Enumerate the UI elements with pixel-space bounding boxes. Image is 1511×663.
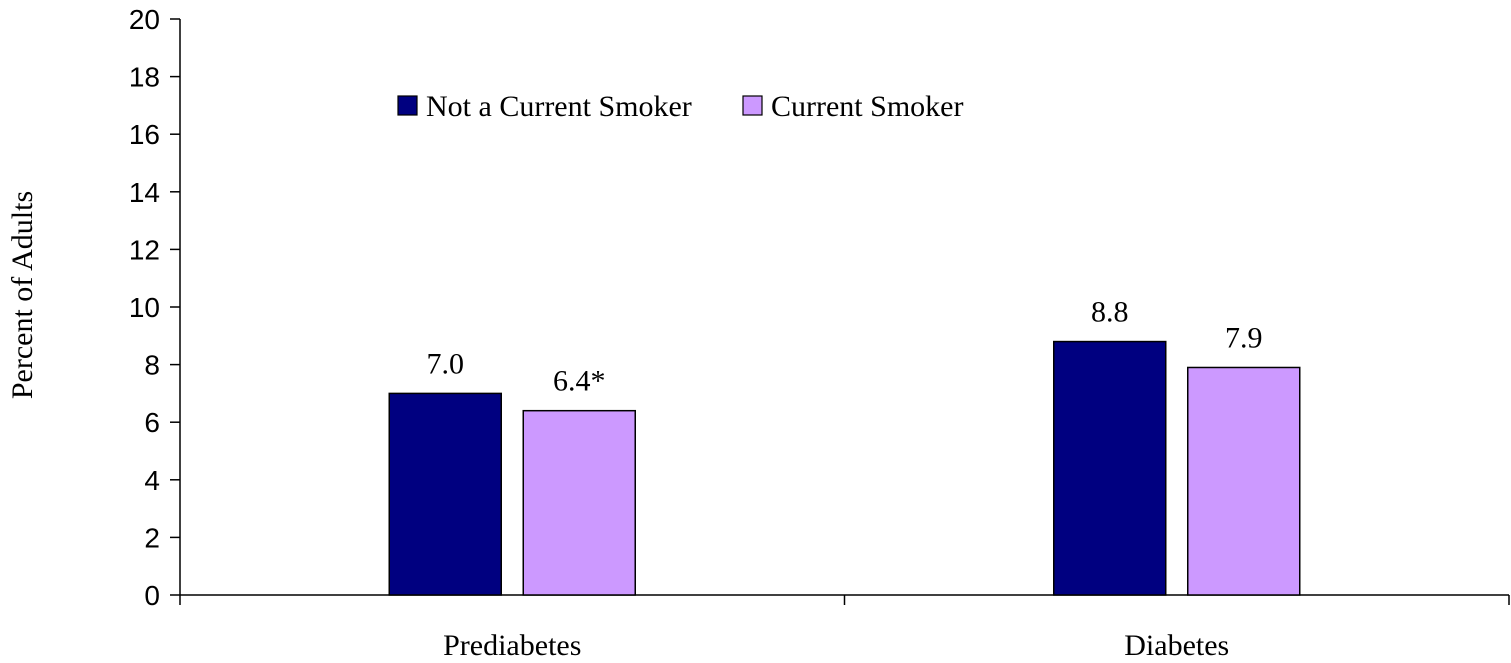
legend-swatch [397, 95, 418, 116]
y-tick-label: 16 [129, 119, 160, 150]
y-tick-label: 10 [129, 292, 160, 323]
data-label: 8.8 [1091, 296, 1129, 329]
bar [1187, 366, 1301, 596]
data-label: 7.0 [427, 347, 465, 380]
legend-swatch [742, 95, 763, 116]
bars [388, 340, 1301, 596]
data-labels: 7.0 6.4* 8.8 7.9 [427, 296, 1263, 398]
y-tick-label: 6 [144, 407, 160, 438]
legend-label: Not a Current Smoker [426, 90, 692, 123]
y-tick-label: 18 [129, 62, 160, 93]
y-tick-label: 0 [144, 580, 160, 611]
y-tick-label: 14 [129, 177, 160, 208]
y-tick-label: 2 [144, 522, 160, 553]
data-label: 7.9 [1225, 321, 1263, 354]
x-category-label: Diabetes [1124, 629, 1229, 662]
legend: Not a Current Smoker Current Smoker [397, 90, 963, 123]
data-label: 6.4* [553, 365, 606, 398]
bar [1053, 340, 1167, 596]
y-tick-label: 12 [129, 234, 160, 265]
legend-label: Current Smoker [771, 90, 963, 123]
y-tick-label: 4 [144, 465, 160, 496]
x-category-label: Prediabetes [443, 629, 581, 662]
y-axis-label: Percent of Adults [6, 191, 39, 399]
y-tick-label: 20 [129, 4, 160, 35]
y-tick-label: 8 [144, 350, 160, 381]
bar [522, 409, 636, 596]
bar [388, 392, 502, 596]
y-axis: 0 2 4 6 8 10 12 14 16 18 20 [129, 4, 181, 611]
x-axis: Prediabetes Diabetes [179, 594, 1510, 662]
